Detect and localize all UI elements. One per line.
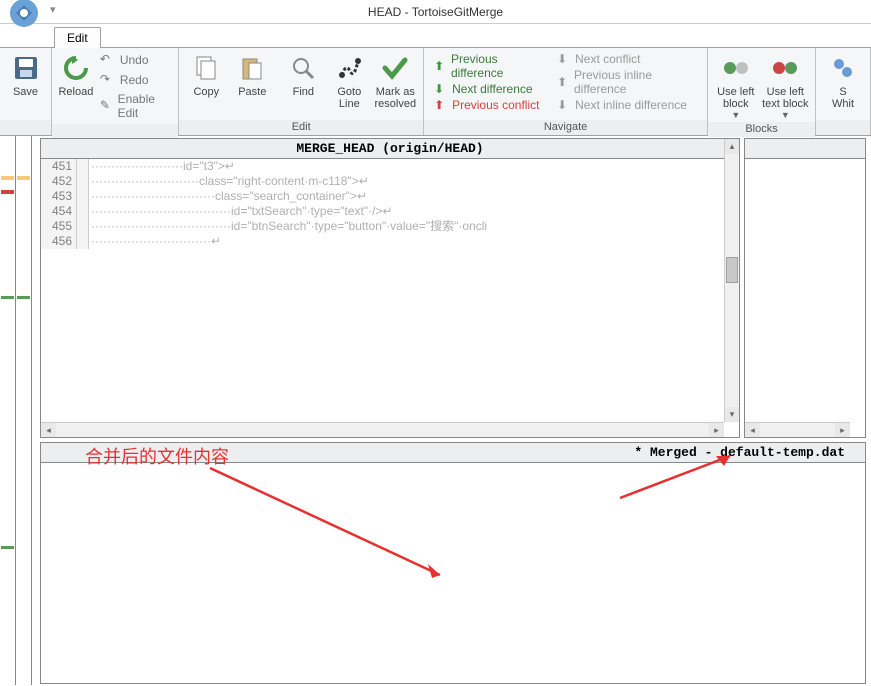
code-view-top[interactable]: 451·······················id="t3">↵452··… xyxy=(41,159,739,421)
prev-diff-button[interactable]: ⬆Previous difference xyxy=(434,52,545,80)
text-block-icon xyxy=(769,52,801,84)
whitespace-button[interactable]: S Whit xyxy=(820,50,866,110)
next-inline-button[interactable]: ⬇Next inline difference xyxy=(557,98,697,112)
paste-icon xyxy=(236,52,268,84)
overview-strip-right[interactable] xyxy=(16,136,32,685)
whitespace-icon xyxy=(827,52,859,84)
save-button[interactable]: Save xyxy=(4,50,47,98)
mark-resolved-button[interactable]: Mark as resolved xyxy=(372,50,418,110)
scrollbar-horizontal[interactable]: ◂▸ xyxy=(41,422,724,437)
down-arrow-icon: ⬇ xyxy=(557,52,571,66)
pane-header-merged: * Merged - default-temp.dat xyxy=(41,443,865,463)
pane-header: MERGE_HEAD (origin/HEAD) xyxy=(41,139,739,159)
edit-icon: ✎ xyxy=(100,98,114,114)
save-icon xyxy=(10,52,42,84)
ribbon-tabs: Edit xyxy=(0,24,871,48)
undo-button[interactable]: ↶Undo xyxy=(100,52,170,68)
find-button[interactable]: Find xyxy=(280,50,326,98)
overview-strip-left[interactable] xyxy=(0,136,16,685)
down-arrow-icon: ⬇ xyxy=(434,82,448,96)
prev-conflict-button[interactable]: ⬆Previous conflict xyxy=(434,98,545,112)
scrollbar-horizontal[interactable]: ◂▸ xyxy=(745,422,850,437)
find-icon xyxy=(287,52,319,84)
qat-dropdown[interactable]: ▾ xyxy=(50,3,56,16)
up-arrow-icon: ⬆ xyxy=(434,59,447,73)
ribbon: Save Reload ↶Undo ↷Redo ✎Enable Edit Cop… xyxy=(0,48,871,136)
merged-pane: * Merged - default-temp.dat xyxy=(40,442,866,684)
goto-line-button[interactable]: Goto Line xyxy=(326,50,372,110)
reload-icon xyxy=(60,52,92,84)
up-arrow-icon: ⬆ xyxy=(557,75,570,89)
next-diff-button[interactable]: ⬇Next difference xyxy=(434,82,545,96)
scrollbar-vertical[interactable]: ▴▾ xyxy=(724,139,739,422)
prev-inline-button[interactable]: ⬆Previous inline difference xyxy=(557,68,697,96)
check-icon xyxy=(379,52,411,84)
use-left-block-button[interactable]: Use left block▼ xyxy=(712,50,760,120)
block-icon xyxy=(720,52,752,84)
paste-button[interactable]: Paste xyxy=(229,50,275,98)
copy-button[interactable]: Copy xyxy=(183,50,229,98)
head-pane: ◂▸ xyxy=(744,138,866,438)
redo-button[interactable]: ↷Redo xyxy=(100,72,170,88)
copy-icon xyxy=(190,52,222,84)
redo-icon: ↷ xyxy=(100,72,116,88)
use-left-text-button[interactable]: Use left text block▼ xyxy=(760,50,811,120)
enable-edit-button[interactable]: ✎Enable Edit xyxy=(100,92,170,120)
up-arrow-icon: ⬆ xyxy=(434,98,448,112)
title-bar: ▾ HEAD - TortoiseGitMerge xyxy=(0,0,871,24)
tab-edit[interactable]: Edit xyxy=(54,27,101,48)
merge-head-pane: MERGE_HEAD (origin/HEAD) 451············… xyxy=(40,138,740,438)
reload-button[interactable]: Reload xyxy=(56,50,96,98)
pane-header-right xyxy=(745,139,865,159)
code-view-bottom[interactable] xyxy=(41,463,865,686)
goto-icon xyxy=(333,52,365,84)
app-logo-icon xyxy=(6,0,42,31)
window-title: HEAD - TortoiseGitMerge xyxy=(368,5,503,19)
code-view-right[interactable] xyxy=(745,159,865,421)
down-arrow-icon: ⬇ xyxy=(557,98,571,112)
undo-icon: ↶ xyxy=(100,52,116,68)
next-conflict-button[interactable]: ⬇Next conflict xyxy=(557,52,697,66)
